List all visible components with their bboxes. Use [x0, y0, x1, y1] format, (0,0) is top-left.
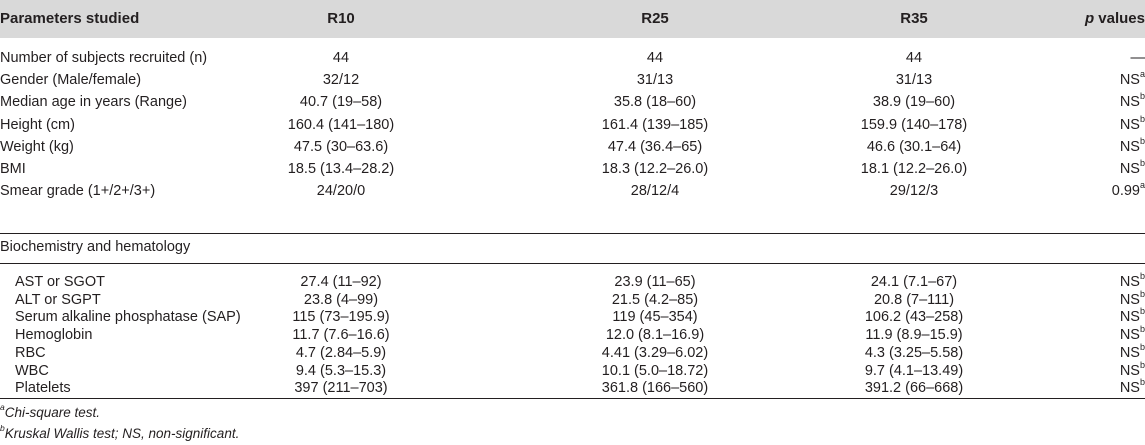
cell-r10: 4.7 (2.84–5.9): [295, 344, 387, 361]
cell-r25: 23.9 (11–65): [614, 274, 696, 290]
section-divider-top: [0, 233, 1145, 234]
cell-r35: 4.3 (3.25–5.58): [864, 344, 964, 361]
header-p-italic: p: [1084, 10, 1095, 27]
cell-r25: 119 (45–354): [612, 309, 698, 326]
table-row: Weight (kg) 47.5 (30–63.6) 47.4 (36.4–65) 4…: [0, 135, 1145, 160]
footnote-a: aChi-square test.: [0, 402, 101, 420]
table-header: Parameters studied R10 R25 R35 p values: [0, 0, 1145, 38]
table-row: Serum alkaline phosphatase (SAP) 115 (73–…: [0, 306, 1145, 330]
header-r25: R25: [641, 10, 669, 27]
cell-r10: 40.7 (19–58): [299, 94, 383, 111]
row-label: Weight (kg): [0, 138, 74, 155]
cell-r10: 27.4 (11–92): [300, 274, 382, 290]
cell-r35: 159.9 (140–178): [860, 116, 968, 133]
table-row: Hemoglobin 11.7 (7.6–16.6) 12.0 (8.1–16.9)…: [0, 324, 1145, 348]
row-label: Serum alkaline phosphatase (SAP): [15, 309, 241, 326]
cell-p-value: —: [1130, 50, 1145, 66]
cell-r10: 11.7 (7.6–16.6): [292, 327, 390, 344]
footnote-b: bKruskal Wallis test; NS, non-significan…: [0, 423, 240, 441]
row-label: ALT or SGPT: [15, 291, 101, 308]
cell-r25: 4.41 (3.29–6.02): [601, 344, 709, 361]
cell-p-value: NSb: [1119, 306, 1145, 326]
header-p-rest: values: [1094, 10, 1145, 27]
row-label: AST or SGOT: [15, 274, 105, 290]
cell-r25: 18.3 (12.2–26.0): [601, 161, 709, 177]
cell-r25: 28/12/4: [630, 183, 680, 200]
table-row: Platelets 397 (211–703) 361.8 (166–560) 391…: [0, 377, 1145, 401]
table-row: Number of subjects recruited (n) 44 44 44 —: [0, 50, 1145, 71]
cell-r25: 31/13: [636, 72, 674, 89]
table-row: Height (cm) 160.4 (141–180) 161.4 (139–185…: [0, 113, 1145, 138]
header-p-values: p values: [1085, 10, 1145, 27]
header-parameters: Parameters studied: [0, 10, 140, 27]
cell-r25: 35.8 (18–60): [613, 94, 697, 111]
cell-p-value: NSb: [1119, 288, 1145, 308]
row-label: Height (cm): [0, 116, 75, 133]
cell-r25: 161.4 (139–185): [601, 116, 709, 133]
row-label: Hemoglobin: [15, 327, 93, 344]
cell-r25: 47.4 (36.4–65): [607, 138, 703, 155]
table-row: RBC 4.7 (2.84–5.9) 4.41 (3.29–6.02) 4.3 (3.…: [0, 341, 1145, 366]
cell-r25: 10.1 (5.0–18.72): [601, 362, 709, 379]
cell-r10: 32/12: [322, 72, 360, 89]
row-label: BMI: [0, 161, 26, 177]
cell-r35: 391.2 (66–668): [864, 380, 964, 397]
row-label: Number of subjects recruited (n): [0, 50, 208, 66]
cell-r35: 31/13: [895, 72, 933, 89]
cell-p-value: 0.99a: [1111, 180, 1145, 200]
cell-r10: 44: [332, 50, 350, 66]
table-row: Median age in years (Range) 40.7 (19–58) 3…: [0, 91, 1145, 115]
cell-r35: 11.9 (8.9–15.9): [865, 327, 963, 344]
cell-r25: 44: [646, 50, 664, 66]
cell-p-value: NSa: [1119, 69, 1145, 89]
row-label: RBC: [15, 344, 46, 361]
cell-r35: 24.1 (7.1–67): [870, 274, 958, 290]
cell-p-value: NSb: [1119, 91, 1145, 111]
cell-r10: 47.5 (30–63.6): [293, 138, 389, 155]
cell-p-value: NSb: [1119, 158, 1145, 177]
row-label: Median age in years (Range): [0, 94, 187, 111]
cell-r10: 9.4 (5.3–15.3): [295, 362, 387, 379]
cell-p-value: NSb: [1119, 341, 1145, 361]
cell-p-value: NSb: [1119, 271, 1145, 290]
cell-p-value: NSb: [1119, 135, 1145, 155]
cell-r35: 18.1 (12.2–26.0): [860, 161, 968, 177]
cell-r10: 397 (211–703): [294, 380, 388, 397]
cell-r35: 9.7 (4.1–13.49): [864, 362, 964, 379]
cell-p-value: NSb: [1119, 359, 1145, 379]
table-row: Smear grade (1+/2+/3+) 24/20/0 28/12/4 29/1…: [0, 180, 1145, 204]
row-label: WBC: [15, 362, 49, 379]
table-row: AST or SGOT 27.4 (11–92) 23.9 (11–65) 24.1 …: [0, 271, 1145, 295]
section-label: Biochemistry and hematology: [0, 239, 191, 255]
row-label: Gender (Male/female): [0, 72, 142, 89]
cell-r35: 29/12/3: [889, 183, 939, 200]
cell-r35: 20.8 (7–111): [873, 291, 955, 308]
cell-r25: 12.0 (8.1–16.9): [605, 327, 705, 344]
cell-p-value: NSb: [1119, 377, 1145, 397]
cell-r10: 23.8 (4–99): [303, 291, 379, 308]
cell-r25: 361.8 (166–560): [601, 380, 709, 397]
table-bottom-rule: [0, 398, 1145, 399]
cell-r35: 106.2 (43–258): [864, 309, 964, 326]
header-r35: R35: [900, 10, 928, 27]
cell-r35: 44: [905, 50, 923, 66]
header-r10: R10: [327, 10, 355, 27]
table-row: ALT or SGPT 23.8 (4–99) 21.5 (4.2–85) 20.8 …: [0, 288, 1145, 313]
table-row: WBC 9.4 (5.3–15.3) 10.1 (5.0–18.72) 9.7 (4.…: [0, 359, 1145, 384]
cell-p-value: NSb: [1119, 324, 1145, 344]
table-row: Gender (Male/female) 32/12 31/13 31/13 NSa: [0, 69, 1145, 93]
cell-r35: 46.6 (30.1–64): [866, 138, 962, 155]
cell-r10: 115 (73–195.9): [292, 309, 390, 326]
row-label: Platelets: [15, 380, 71, 397]
cell-r10: 18.5 (13.4–28.2): [287, 161, 395, 177]
cell-r10: 24/20/0: [316, 183, 366, 200]
cell-p-value: NSb: [1119, 113, 1145, 133]
table-row: BMI 18.5 (13.4–28.2) 18.3 (12.2–26.0) 18.1 …: [0, 158, 1145, 182]
row-label: Smear grade (1+/2+/3+): [0, 183, 156, 200]
cell-r10: 160.4 (141–180): [287, 116, 395, 133]
cell-r25: 21.5 (4.2–85): [611, 291, 699, 308]
section-divider-bottom: [0, 263, 1145, 264]
cell-r35: 38.9 (19–60): [872, 94, 956, 111]
